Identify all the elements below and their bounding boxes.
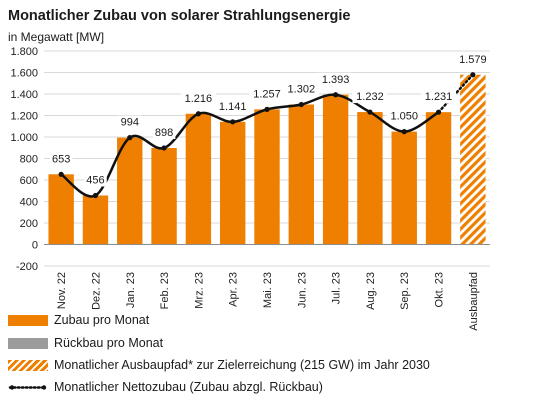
legend-item-rueckbau: Rückbau pro Monat <box>8 336 163 350</box>
data-label-bg <box>49 152 73 166</box>
nettozubau-point <box>264 106 270 112</box>
data-label-bg <box>249 87 285 101</box>
legend-label: Rückbau pro Monat <box>54 336 164 350</box>
data-label: 1.257 <box>253 88 281 100</box>
x-tick-label: Nov. 22 <box>56 272 68 309</box>
x-tick-label: Apr. 23 <box>228 272 240 307</box>
y-tick-label: 1.200 <box>10 111 38 123</box>
zubau-bar <box>254 109 280 245</box>
x-tick-label: Dez. 22 <box>90 272 102 310</box>
data-label: 1.141 <box>219 101 247 113</box>
nettozubau-point <box>470 72 476 78</box>
zubau-bar <box>151 147 177 245</box>
zubau-bar <box>82 195 109 245</box>
data-label: 1.393 <box>322 74 350 86</box>
zubau-bar <box>391 131 417 245</box>
data-label-bg <box>455 52 491 66</box>
y-tick-label: 0 <box>32 240 38 252</box>
data-label: 1.216 <box>185 93 213 105</box>
data-label-bg <box>215 99 251 113</box>
legend-label: Monatlicher Nettozubau (Zubau abzgl. Rüc… <box>54 380 323 394</box>
data-label: 1.302 <box>288 84 316 96</box>
zubau-bar <box>185 113 212 245</box>
zubau-bar <box>48 174 74 245</box>
zubau-bar <box>357 112 383 245</box>
nettozubau-point <box>435 109 442 115</box>
y-tick-label: 800 <box>20 154 38 166</box>
orange-bar-swatch-icon <box>8 314 48 326</box>
y-tick-label: 1.600 <box>10 68 38 80</box>
y-tick-label: 1.400 <box>10 89 38 101</box>
zubau-bar <box>117 137 143 245</box>
nettozubau-point <box>161 145 167 151</box>
nettozubau-point <box>195 111 201 117</box>
nettozubau-point <box>298 101 304 108</box>
data-label: 898 <box>155 127 173 139</box>
nettozubau-point <box>127 135 133 141</box>
legend-label: Zubau pro Monat <box>54 313 150 327</box>
data-label: 1.050 <box>390 111 418 123</box>
dotted-line-swatch-icon <box>8 384 48 390</box>
x-tick-label: Ausbaupfad <box>468 272 480 331</box>
data-label: 1.579 <box>459 54 487 66</box>
data-label-bg <box>352 90 388 104</box>
data-label-bg <box>386 109 422 123</box>
zubau-bar <box>288 104 315 245</box>
x-tick-label: Mai. 23 <box>262 272 274 308</box>
zubau-bar <box>322 94 349 245</box>
zubau-bar <box>425 112 452 245</box>
x-tick-label: Jan. 23 <box>125 272 137 308</box>
data-label-bg <box>118 115 142 129</box>
x-tick-label: Jul. 23 <box>331 272 343 304</box>
y-tick-label: 200 <box>20 218 38 230</box>
data-label-bg <box>84 173 107 187</box>
y-tick-label: 600 <box>20 175 38 187</box>
nettozubau-point <box>58 171 64 177</box>
data-label: 653 <box>52 153 70 165</box>
x-tick-label: Mrz. 23 <box>193 272 205 309</box>
x-tick-label: Okt. 23 <box>434 272 446 307</box>
hatched-orange-swatch-icon <box>8 359 48 371</box>
y-tick-label: 1.000 <box>10 132 38 144</box>
x-tick-label: Aug. 23 <box>365 272 377 310</box>
y-tick-label: 400 <box>20 197 38 209</box>
y-tick-label: -200 <box>16 261 38 273</box>
nettozubau-point <box>92 192 99 199</box>
data-label-bg <box>180 91 216 105</box>
nettozubau-point <box>401 129 407 135</box>
chart-title: Monatlicher Zubau von solarer Strahlungs… <box>8 8 351 24</box>
nettozubau-dotted-segment <box>437 73 475 114</box>
ausbaupfad-bar <box>460 74 486 245</box>
data-label: 456 <box>86 174 104 186</box>
data-label-bg <box>283 82 319 96</box>
chart-subtitle: in Megawatt [MW] <box>8 30 105 44</box>
data-label-bg <box>421 90 457 104</box>
grey-bar-swatch-icon <box>8 337 48 349</box>
data-label-bg <box>152 125 176 139</box>
data-label: 1.232 <box>356 91 384 103</box>
legend-item-nettozubau: Monatlicher Nettozubau (Zubau abzgl. Rüc… <box>8 380 323 394</box>
y-tick-label: 1.800 <box>10 46 38 58</box>
legend-item-ausbaupfad: Monatlicher Ausbaupfad* zur Zielerreichu… <box>8 358 430 372</box>
x-tick-label: Jun. 23 <box>296 272 308 308</box>
nettozubau-point <box>333 92 339 98</box>
nettozubau-point <box>367 109 373 115</box>
data-label: 994 <box>121 117 139 129</box>
x-tick-label: Sep. 23 <box>399 272 411 310</box>
data-label: 1.231 <box>425 91 453 103</box>
legend-item-zubau: Zubau pro Monat <box>8 313 149 327</box>
legend-label: Monatlicher Ausbaupfad* zur Zielerreichu… <box>54 358 430 372</box>
zubau-bar <box>219 121 246 245</box>
x-tick-label: Feb. 23 <box>159 272 171 309</box>
data-label-bg <box>318 72 354 86</box>
nettozubau-point <box>230 119 236 125</box>
